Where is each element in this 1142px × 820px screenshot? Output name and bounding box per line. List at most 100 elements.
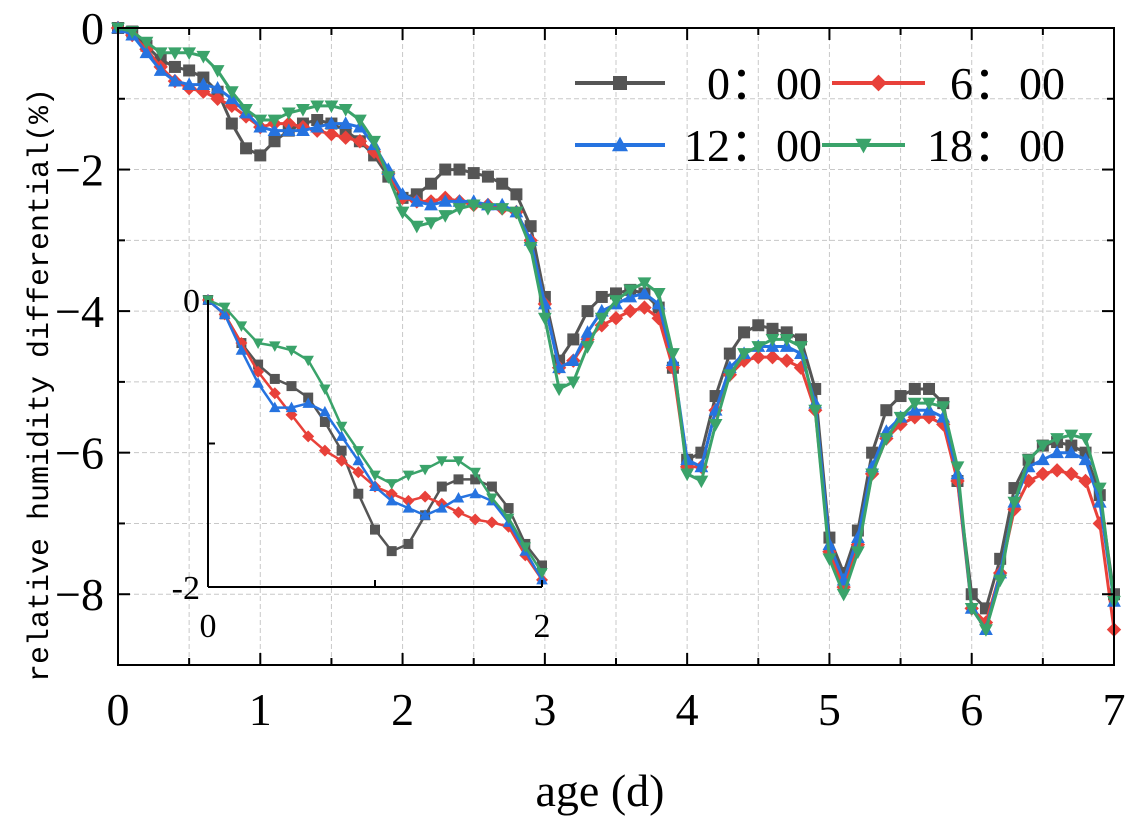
data-point (438, 194, 453, 207)
data-point (836, 588, 851, 602)
data-point (907, 397, 922, 411)
data-point (409, 220, 424, 234)
inset-data-point (285, 345, 298, 357)
inset-data-point (419, 464, 431, 476)
data-point (765, 349, 780, 365)
data-point (566, 376, 581, 390)
data-point (338, 103, 353, 117)
data-point (567, 333, 580, 346)
data-point (196, 77, 211, 91)
data-point (1035, 452, 1050, 466)
data-point (125, 26, 140, 39)
legend-label: 12：00 (684, 120, 822, 171)
y-tick-label: −8 (55, 569, 104, 620)
data-point (950, 461, 965, 475)
inset-data-point (252, 377, 264, 388)
data-point (808, 404, 823, 418)
data-point (1064, 429, 1079, 443)
data-point (296, 123, 310, 137)
data-point (452, 203, 467, 216)
data-point (439, 163, 452, 176)
data-point (537, 312, 552, 326)
inset-data-point (268, 387, 281, 400)
inset-y-tick-label: -2 (172, 570, 200, 607)
data-point (139, 36, 154, 50)
inset-data-point (335, 454, 348, 467)
data-point (509, 206, 524, 220)
data-point (367, 135, 382, 149)
main-axes: 0 1 2 3 4 5 6 7 0 −2 −4 −6 −8 (55, 3, 1125, 735)
legend-label: 0：00 (707, 58, 822, 109)
inset-data-point (419, 490, 432, 503)
data-point (281, 107, 296, 121)
data-point (738, 326, 751, 339)
data-point (1007, 496, 1022, 510)
data-point (225, 117, 238, 130)
inset-data-point (403, 538, 414, 549)
data-point (182, 77, 197, 91)
inset-data-point (536, 573, 548, 585)
y-tick-label: −4 (55, 286, 104, 337)
data-point (253, 114, 268, 128)
inset-data-point (253, 359, 264, 370)
data-point (310, 119, 325, 133)
inset-data-point (436, 456, 448, 467)
data-point (395, 187, 410, 200)
data-point (908, 382, 921, 395)
inset-data-point (469, 487, 481, 499)
inset-series-0-00 (203, 295, 547, 571)
inset-x-tick-label: 2 (534, 608, 551, 645)
data-point (651, 288, 666, 301)
inset-data-point (386, 546, 397, 557)
data-point (893, 411, 908, 425)
data-point (183, 64, 196, 77)
legend-item-6-00: 6：00 (832, 58, 1065, 109)
inset-data-point (318, 444, 331, 457)
legend-item-0-00: 0：00 (575, 58, 822, 109)
inset-data-point (319, 416, 330, 427)
data-point (267, 123, 282, 137)
data-point (794, 341, 808, 354)
inset-data-point (269, 373, 280, 384)
data-point (425, 177, 438, 190)
data-point (324, 126, 339, 142)
data-point (680, 452, 695, 466)
data-point (580, 341, 595, 354)
legend-item-18-00: 18：00 (822, 120, 1065, 171)
x-tick-label: 3 (533, 684, 556, 735)
data-point (366, 144, 382, 160)
legend-marker (613, 76, 627, 90)
inset-data-point (352, 466, 365, 479)
inset-data-point (452, 492, 465, 503)
data-point (352, 134, 368, 149)
data-point (495, 203, 510, 216)
data-point (1050, 445, 1064, 459)
data-point (879, 433, 894, 446)
inset-data-point (302, 355, 314, 367)
data-point (979, 624, 993, 637)
data-point (281, 123, 296, 137)
inset-data-point (486, 481, 497, 492)
data-point (267, 114, 282, 128)
inset-series-18-00 (202, 295, 548, 579)
inset-data-point (402, 470, 415, 482)
inset-data-point (452, 456, 465, 467)
data-point (552, 383, 566, 397)
data-point (254, 149, 267, 162)
inset-data-point (502, 513, 515, 525)
inset-data-point (285, 401, 298, 413)
inset-data-point (353, 488, 364, 499)
inset-data-point (453, 474, 464, 485)
data-point (1035, 466, 1051, 482)
data-point (752, 319, 765, 332)
data-point (239, 103, 253, 117)
data-point (381, 171, 396, 184)
inset-data-point (470, 474, 481, 485)
data-point (894, 390, 907, 403)
data-point (168, 60, 181, 73)
data-point (865, 468, 880, 482)
data-point (936, 417, 951, 432)
data-point (296, 103, 310, 117)
legend-label: 18：00 (927, 120, 1065, 171)
